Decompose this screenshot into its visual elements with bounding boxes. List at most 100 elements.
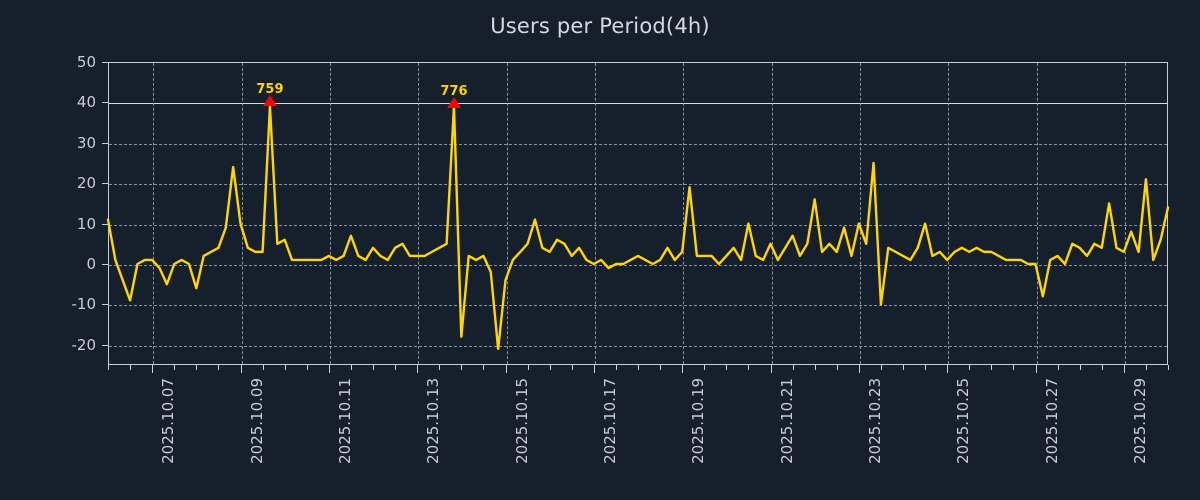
gridline-x-2025.10.25 [948,63,950,364]
x-axis-minor-tick [1057,365,1059,370]
x-axis-tick-mark [240,365,242,373]
data-series-line [108,62,1168,365]
x-axis-minor-tick [571,365,573,370]
x-axis-tick-mark [682,365,684,373]
x-axis-minor-tick [880,365,882,370]
x-axis-minor-tick [373,365,374,370]
x-axis-minor-tick [549,365,551,370]
x-axis-minor-tick [262,365,264,370]
x-axis-tick-mark [152,365,154,373]
y-axis-tick-mark [102,102,108,104]
x-axis-tick-label: 2025.10.21 [777,378,796,464]
gridline-y-10 [109,224,1167,226]
y-axis-tick-label: -10 [71,295,97,314]
y-axis-tick-label: 0 [86,255,96,273]
x-axis-tick-label: 2025.10.27 [1042,378,1061,464]
gridline-x-2025.10.15 [506,63,508,364]
x-axis-minor-tick [1101,365,1103,370]
x-axis-tick-mark [505,365,507,373]
x-axis-tick-label: 2025.10.29 [1130,378,1149,464]
x-axis-minor-tick [969,365,971,370]
gridline-x-2025.10.29 [1124,63,1126,364]
y-axis-tick-label: 40 [76,93,96,112]
x-axis-minor-tick [925,365,927,370]
y-axis-tick-label: 30 [76,133,96,152]
plot-area [108,62,1168,365]
peak-value-label: 759 [256,82,284,98]
x-axis-minor-tick [284,365,286,370]
x-axis-tick-mark [328,365,330,373]
y-axis-tick-mark [102,304,108,306]
y-axis-tick-mark [102,223,108,225]
y-axis-tick-label: -20 [71,335,97,354]
x-axis-tick-mark [417,365,419,373]
x-axis-minor-tick [1145,365,1147,370]
gridline-x-2025.10.23 [859,63,861,364]
y-axis-tick-mark [102,344,108,346]
gridline-y--10 [109,305,1167,307]
x-axis-minor-tick [1013,365,1015,370]
x-axis-minor-tick [130,365,132,370]
gridline-x-2025.10.11 [329,63,331,364]
x-axis-minor-tick [814,365,816,370]
peak-marker-icon [446,97,461,109]
gridline-x-2025.10.19 [683,63,685,364]
x-axis-minor-tick [836,365,838,370]
x-axis-minor-tick [726,365,728,370]
x-axis-tick-mark [770,365,772,373]
peak-marker-icon [262,95,277,107]
y-axis-tick-mark [102,264,108,265]
x-axis-tick-label: 2025.10.25 [954,378,973,464]
y-axis-tick-label: 10 [76,214,96,233]
gridline-x-2025.10.17 [594,63,596,364]
y-axis-tick-mark [102,183,108,185]
x-axis-minor-tick [218,365,220,370]
gridline-x-2025.10.21 [771,63,773,364]
x-axis-minor-tick [1168,365,1169,370]
x-axis-minor-tick [527,365,529,370]
gridline-x-2025.10.09 [241,63,243,364]
x-axis-minor-tick [704,365,706,370]
gridline-y-30 [109,143,1167,145]
x-axis-minor-tick [748,365,750,370]
x-axis-tick-mark [593,365,595,373]
x-axis-tick-mark [858,365,860,373]
page-title: Users per Period(4h) [490,14,710,38]
gridline-x-2025.10.07 [153,63,155,364]
x-axis-minor-tick [660,365,662,370]
gridline-y-40 [109,103,1167,105]
x-axis-minor-tick [903,365,904,370]
x-axis-minor-tick [108,365,109,370]
x-axis-minor-tick [174,365,176,370]
x-axis-minor-tick [196,365,198,370]
x-axis-minor-tick [395,365,397,370]
x-axis-tick-mark [1123,365,1125,373]
gridline-x-2025.10.27 [1036,63,1038,364]
gridline-y--20 [109,345,1167,347]
x-axis-minor-tick [306,365,308,370]
y-axis-tick-label: 20 [76,174,96,193]
x-axis-minor-tick [1079,365,1081,370]
x-axis-tick-label: 2025.10.07 [159,378,178,464]
y-axis-tick-mark [102,142,108,144]
x-axis-tick-label: 2025.10.11 [335,378,354,464]
gridline-x-2025.10.13 [418,63,420,364]
x-axis-tick-label: 2025.10.23 [865,378,884,464]
x-axis-minor-tick [615,365,617,370]
x-axis-minor-tick [991,365,993,370]
x-axis-tick-mark [947,365,949,373]
y-axis-tick-label: 50 [76,53,96,71]
x-axis-tick-label: 2025.10.15 [512,378,531,464]
x-axis-tick-label: 2025.10.13 [424,378,443,464]
x-axis-minor-tick [439,365,441,370]
gridline-y-20 [109,184,1167,186]
gridline-y-0 [109,265,1167,266]
x-axis-minor-tick [483,365,485,370]
x-axis-tick-label: 2025.10.19 [689,378,708,464]
x-axis-minor-tick [350,365,352,370]
x-axis-tick-label: 2025.10.17 [600,378,619,464]
y-axis-tick-mark [102,62,108,63]
x-axis-minor-tick [638,365,639,370]
peak-value-label: 776 [440,84,468,100]
